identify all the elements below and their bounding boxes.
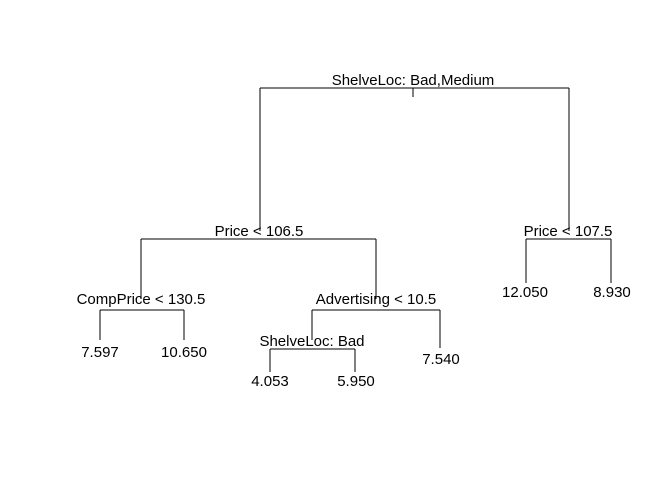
leaf-value: 5.950 bbox=[337, 373, 375, 390]
price-split-label-left: Price < 106.5 bbox=[215, 223, 304, 240]
shelveloc-bad-split-label: ShelveLoc: Bad bbox=[259, 333, 364, 350]
root-split-label: ShelveLoc: Bad,Medium bbox=[332, 72, 495, 89]
leaf-value: 12.050 bbox=[502, 284, 548, 301]
leaf-value: 7.597 bbox=[81, 344, 119, 361]
price-split-label-right: Price < 107.5 bbox=[524, 223, 613, 240]
leaf-value: 4.053 bbox=[251, 373, 289, 390]
leaf-value: 8.930 bbox=[593, 284, 631, 301]
leaf-value: 7.540 bbox=[422, 351, 460, 368]
compprice-split-label: CompPrice < 130.5 bbox=[77, 291, 206, 308]
advertising-split-label: Advertising < 10.5 bbox=[316, 291, 437, 308]
leaf-value: 10.650 bbox=[161, 344, 207, 361]
